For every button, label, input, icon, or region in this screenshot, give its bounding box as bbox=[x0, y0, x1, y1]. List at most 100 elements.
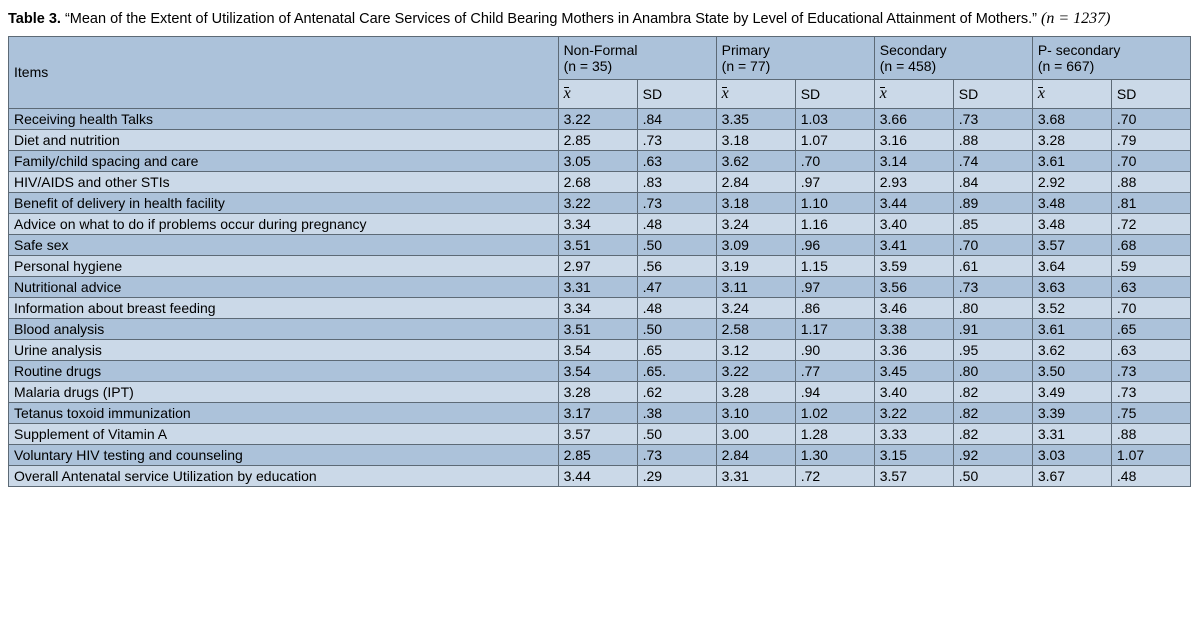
mean-header: x bbox=[716, 79, 795, 108]
table-row: Supplement of Vitamin A3.57.503.001.283.… bbox=[9, 423, 1191, 444]
table-row: Safe sex3.51.503.09.963.41.703.57.68 bbox=[9, 234, 1191, 255]
item-cell: Benefit of delivery in health facility bbox=[9, 192, 559, 213]
value-cell: .50 bbox=[637, 234, 716, 255]
value-cell: 3.19 bbox=[716, 255, 795, 276]
item-cell: Personal hygiene bbox=[9, 255, 559, 276]
value-cell: .73 bbox=[953, 108, 1032, 129]
value-cell: 3.18 bbox=[716, 129, 795, 150]
value-cell: .86 bbox=[795, 297, 874, 318]
sd-header: SD bbox=[1111, 79, 1190, 108]
value-cell: 2.93 bbox=[874, 171, 953, 192]
value-cell: 3.48 bbox=[1032, 213, 1111, 234]
value-cell: .80 bbox=[953, 360, 1032, 381]
group-n: (n = 77) bbox=[722, 58, 771, 74]
value-cell: .65 bbox=[1111, 318, 1190, 339]
value-cell: 3.16 bbox=[874, 129, 953, 150]
group-n: (n = 35) bbox=[564, 58, 613, 74]
value-cell: .48 bbox=[1111, 465, 1190, 486]
sd-header: SD bbox=[795, 79, 874, 108]
value-cell: 3.28 bbox=[1032, 129, 1111, 150]
value-cell: 3.09 bbox=[716, 234, 795, 255]
value-cell: 3.62 bbox=[1032, 339, 1111, 360]
table-row: Routine drugs3.54.65.3.22.773.45.803.50.… bbox=[9, 360, 1191, 381]
table-row: Family/child spacing and care3.05.633.62… bbox=[9, 150, 1191, 171]
value-cell: 3.48 bbox=[1032, 192, 1111, 213]
value-cell: 3.57 bbox=[874, 465, 953, 486]
value-cell: 3.54 bbox=[558, 360, 637, 381]
value-cell: 3.10 bbox=[716, 402, 795, 423]
value-cell: .70 bbox=[1111, 150, 1190, 171]
value-cell: 3.28 bbox=[716, 381, 795, 402]
value-cell: 3.61 bbox=[1032, 318, 1111, 339]
value-cell: 3.59 bbox=[874, 255, 953, 276]
items-header: Items bbox=[9, 36, 559, 108]
table-body: Receiving health Talks3.22.843.351.033.6… bbox=[9, 108, 1191, 486]
value-cell: 3.31 bbox=[716, 465, 795, 486]
table-row: HIV/AIDS and other STIs2.68.832.84.972.9… bbox=[9, 171, 1191, 192]
value-cell: .79 bbox=[1111, 129, 1190, 150]
value-cell: .84 bbox=[953, 171, 1032, 192]
value-cell: 3.51 bbox=[558, 234, 637, 255]
value-cell: .48 bbox=[637, 213, 716, 234]
item-cell: Receiving health Talks bbox=[9, 108, 559, 129]
item-cell: Routine drugs bbox=[9, 360, 559, 381]
value-cell: .65 bbox=[637, 339, 716, 360]
sd-header: SD bbox=[637, 79, 716, 108]
value-cell: .63 bbox=[1111, 339, 1190, 360]
value-cell: .81 bbox=[1111, 192, 1190, 213]
value-cell: 3.41 bbox=[874, 234, 953, 255]
value-cell: .95 bbox=[953, 339, 1032, 360]
value-cell: 3.03 bbox=[1032, 444, 1111, 465]
value-cell: 3.00 bbox=[716, 423, 795, 444]
value-cell: 3.50 bbox=[1032, 360, 1111, 381]
group-n: (n = 667) bbox=[1038, 58, 1094, 74]
header-row-groups: Items Non-Formal (n = 35) Primary (n = 7… bbox=[9, 36, 1191, 79]
value-cell: 1.02 bbox=[795, 402, 874, 423]
value-cell: 3.64 bbox=[1032, 255, 1111, 276]
value-cell: .97 bbox=[795, 276, 874, 297]
value-cell: .50 bbox=[637, 318, 716, 339]
table-row: Blood analysis3.51.502.581.173.38.913.61… bbox=[9, 318, 1191, 339]
value-cell: 1.10 bbox=[795, 192, 874, 213]
value-cell: 3.31 bbox=[558, 276, 637, 297]
value-cell: 1.03 bbox=[795, 108, 874, 129]
value-cell: .88 bbox=[953, 129, 1032, 150]
value-cell: 3.44 bbox=[558, 465, 637, 486]
group-header: P- secondary (n = 667) bbox=[1032, 36, 1190, 79]
value-cell: 2.84 bbox=[716, 171, 795, 192]
table-row: Overall Antenatal service Utilization by… bbox=[9, 465, 1191, 486]
value-cell: 3.66 bbox=[874, 108, 953, 129]
value-cell: .73 bbox=[1111, 381, 1190, 402]
value-cell: 1.16 bbox=[795, 213, 874, 234]
value-cell: .88 bbox=[1111, 423, 1190, 444]
value-cell: .50 bbox=[637, 423, 716, 444]
value-cell: .82 bbox=[953, 423, 1032, 444]
value-cell: 3.35 bbox=[716, 108, 795, 129]
value-cell: .47 bbox=[637, 276, 716, 297]
value-cell: 3.22 bbox=[558, 108, 637, 129]
mean-header: x bbox=[874, 79, 953, 108]
value-cell: .70 bbox=[1111, 108, 1190, 129]
value-cell: .82 bbox=[953, 381, 1032, 402]
table-row: Advice on what to do if problems occur d… bbox=[9, 213, 1191, 234]
value-cell: 3.34 bbox=[558, 213, 637, 234]
sd-header: SD bbox=[953, 79, 1032, 108]
value-cell: 3.63 bbox=[1032, 276, 1111, 297]
value-cell: .91 bbox=[953, 318, 1032, 339]
value-cell: .74 bbox=[953, 150, 1032, 171]
table-row: Tetanus toxoid immunization3.17.383.101.… bbox=[9, 402, 1191, 423]
value-cell: .56 bbox=[637, 255, 716, 276]
mean-header: x bbox=[1032, 79, 1111, 108]
value-cell: 2.92 bbox=[1032, 171, 1111, 192]
value-cell: .38 bbox=[637, 402, 716, 423]
value-cell: 3.22 bbox=[874, 402, 953, 423]
table-caption: Table 3. “Mean of the Extent of Utilizat… bbox=[8, 8, 1191, 30]
value-cell: .94 bbox=[795, 381, 874, 402]
item-cell: Voluntary HIV testing and counseling bbox=[9, 444, 559, 465]
value-cell: 3.22 bbox=[558, 192, 637, 213]
data-table: Items Non-Formal (n = 35) Primary (n = 7… bbox=[8, 36, 1191, 487]
value-cell: .73 bbox=[637, 444, 716, 465]
item-cell: Tetanus toxoid immunization bbox=[9, 402, 559, 423]
value-cell: 3.24 bbox=[716, 297, 795, 318]
value-cell: 3.17 bbox=[558, 402, 637, 423]
